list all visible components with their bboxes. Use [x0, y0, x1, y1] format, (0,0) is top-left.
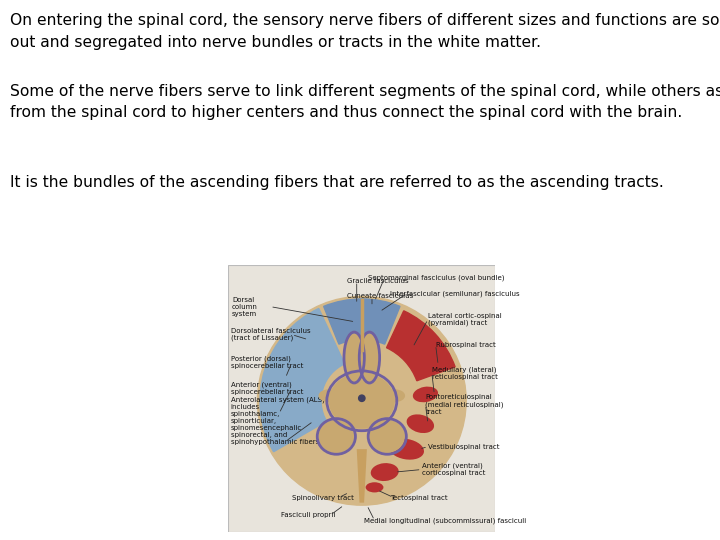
Polygon shape	[356, 449, 367, 503]
Text: It is the bundles of the ascending fibers that are referred to as the ascending : It is the bundles of the ascending fiber…	[10, 176, 664, 191]
Text: Dorsolateral fasciculus
(tract of Lissauer): Dorsolateral fasciculus (tract of Lissau…	[230, 328, 310, 341]
Text: Anterior (ventral)
corticospinal tract: Anterior (ventral) corticospinal tract	[422, 463, 485, 476]
Text: Interfascicular (semilunar) fasciculus: Interfascicular (semilunar) fasciculus	[390, 291, 519, 297]
Text: Septomarginal fasciculus (oval bundle): Septomarginal fasciculus (oval bundle)	[368, 274, 505, 281]
Ellipse shape	[345, 333, 364, 382]
Text: Anterior (ventral)
spinocerebellar tract: Anterior (ventral) spinocerebellar tract	[230, 381, 303, 395]
Ellipse shape	[329, 373, 395, 429]
Text: Pontoreticulospinal
(medial reticulospinal)
tract: Pontoreticulospinal (medial reticulospin…	[426, 394, 504, 415]
Circle shape	[359, 395, 365, 401]
Text: Vestibulospinal tract: Vestibulospinal tract	[428, 444, 500, 450]
Ellipse shape	[366, 482, 384, 492]
Text: Spinoolivary tract: Spinoolivary tract	[292, 495, 354, 501]
Wedge shape	[324, 299, 400, 344]
Text: Fasciculi proprii: Fasciculi proprii	[281, 512, 336, 518]
Text: Gracile fasciculus: Gracile fasciculus	[346, 278, 408, 284]
Wedge shape	[387, 311, 455, 381]
Ellipse shape	[318, 420, 354, 453]
Text: Lateral cortic-ospinal
(pyramidal) tract: Lateral cortic-ospinal (pyramidal) tract	[428, 313, 502, 326]
Text: Anterolateral system (ALS)
includes
spinothalamc,
spinorticular,
spinomesencepha: Anterolateral system (ALS) includes spin…	[230, 397, 325, 445]
Ellipse shape	[389, 438, 424, 460]
Ellipse shape	[415, 354, 441, 376]
Text: Tectospinal tract: Tectospinal tract	[390, 495, 447, 501]
Text: Medial longitudinal (subcommissural) fasciculi: Medial longitudinal (subcommissural) fas…	[364, 517, 526, 524]
Ellipse shape	[407, 414, 434, 433]
Text: Medullary (lateral)
reticulospinal tract: Medullary (lateral) reticulospinal tract	[432, 366, 498, 380]
Wedge shape	[260, 308, 345, 451]
Text: Cuneate fasciculus: Cuneate fasciculus	[346, 293, 413, 299]
Ellipse shape	[384, 389, 405, 402]
Text: Posterior (dorsal)
spinocerebellar tract: Posterior (dorsal) spinocerebellar tract	[230, 356, 303, 369]
Ellipse shape	[318, 389, 339, 402]
Ellipse shape	[371, 463, 399, 481]
Ellipse shape	[369, 420, 405, 453]
Ellipse shape	[360, 333, 379, 382]
Text: Rubrospinal tract: Rubrospinal tract	[436, 342, 495, 348]
Text: Some of the nerve fibers serve to link different segments of the spinal cord, wh: Some of the nerve fibers serve to link d…	[10, 84, 720, 120]
Ellipse shape	[413, 387, 438, 402]
Circle shape	[258, 296, 466, 505]
Text: Dorsal
column
system: Dorsal column system	[232, 296, 258, 316]
Text: On entering the spinal cord, the sensory nerve fibers of different sizes and fun: On entering the spinal cord, the sensory…	[10, 14, 720, 50]
